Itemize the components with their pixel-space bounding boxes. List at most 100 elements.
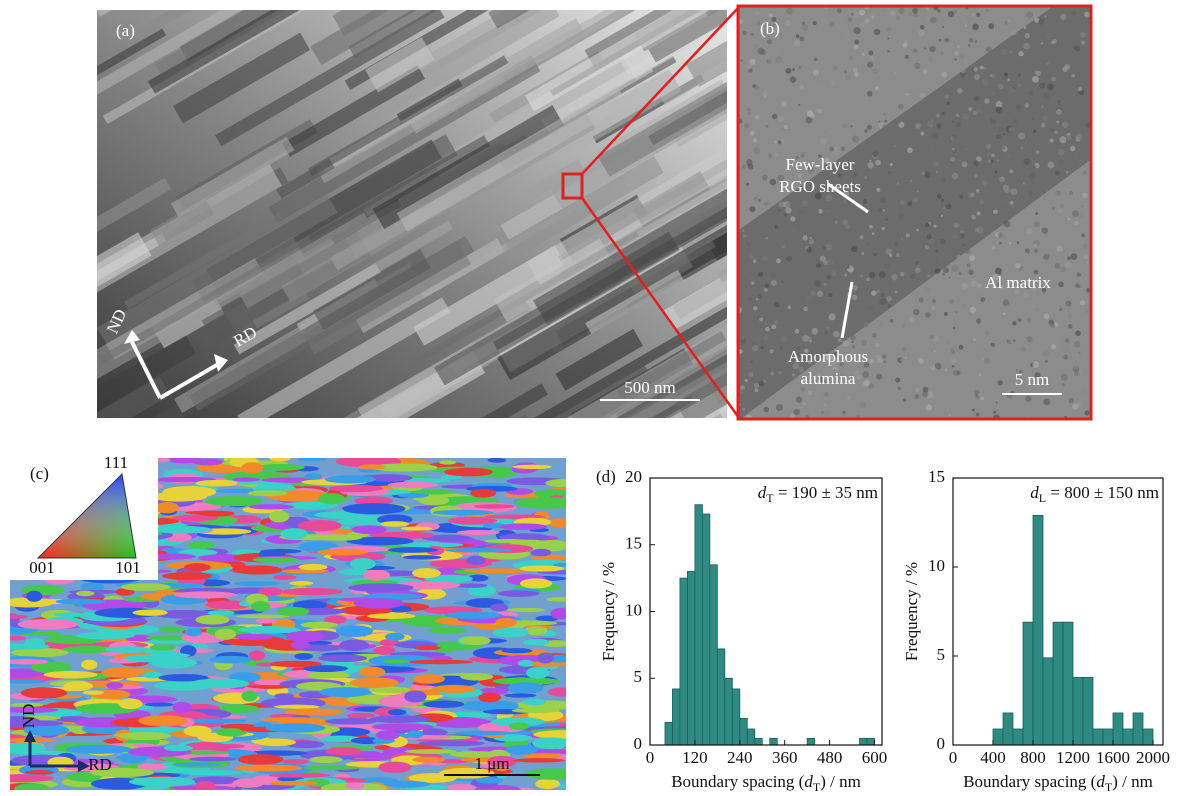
noise bbox=[961, 303, 967, 309]
grain bbox=[195, 781, 216, 792]
noise bbox=[848, 17, 852, 21]
noise bbox=[887, 27, 892, 32]
noise bbox=[906, 233, 910, 237]
noise bbox=[865, 93, 867, 95]
noise bbox=[998, 380, 1003, 385]
grain bbox=[372, 723, 434, 730]
y-tick-label: 5 bbox=[634, 667, 643, 686]
noise bbox=[883, 360, 886, 363]
noise bbox=[808, 391, 812, 395]
grain bbox=[350, 558, 376, 570]
grain bbox=[233, 565, 283, 574]
noise bbox=[1065, 338, 1070, 343]
noise bbox=[867, 304, 873, 310]
noise bbox=[952, 148, 955, 151]
bar bbox=[695, 505, 702, 745]
grain bbox=[241, 691, 257, 702]
noise bbox=[887, 304, 891, 308]
noise bbox=[1027, 228, 1033, 234]
noise bbox=[926, 404, 932, 410]
noise bbox=[1050, 138, 1054, 142]
noise bbox=[906, 93, 908, 95]
noise bbox=[873, 151, 878, 156]
noise bbox=[898, 104, 904, 110]
noise bbox=[892, 128, 898, 134]
grain bbox=[548, 687, 581, 696]
noise bbox=[869, 225, 873, 229]
noise bbox=[842, 123, 847, 128]
noise bbox=[999, 143, 1006, 150]
grain bbox=[274, 693, 294, 698]
noise bbox=[943, 267, 949, 273]
grain bbox=[318, 654, 367, 662]
noise bbox=[941, 215, 943, 217]
noise bbox=[1064, 64, 1070, 70]
noise bbox=[884, 263, 890, 269]
grain bbox=[133, 609, 168, 615]
x-tick-label: 400 bbox=[980, 748, 1006, 767]
noise bbox=[912, 197, 918, 203]
noise bbox=[786, 256, 792, 262]
noise bbox=[1043, 116, 1049, 122]
bar bbox=[1143, 729, 1153, 745]
noise bbox=[1071, 253, 1078, 260]
noise bbox=[1086, 310, 1089, 313]
panel-label: (c) bbox=[30, 464, 49, 483]
noise bbox=[970, 307, 976, 313]
panel-label: (a) bbox=[116, 21, 135, 40]
noise bbox=[915, 388, 919, 392]
noise bbox=[802, 402, 806, 406]
annotation: dL = 800 ± 150 nm bbox=[1030, 483, 1159, 505]
noise bbox=[838, 31, 844, 37]
noise bbox=[769, 409, 771, 411]
noise bbox=[928, 56, 933, 61]
grain bbox=[380, 521, 409, 527]
noise bbox=[941, 177, 946, 182]
grain bbox=[359, 464, 386, 469]
noise bbox=[864, 176, 867, 179]
noise bbox=[1047, 84, 1054, 91]
grain bbox=[298, 520, 342, 531]
noise bbox=[774, 302, 779, 307]
grain bbox=[120, 732, 172, 740]
noise bbox=[859, 10, 865, 16]
grain bbox=[149, 653, 190, 658]
noise bbox=[925, 312, 931, 318]
noise bbox=[981, 297, 986, 302]
noise bbox=[976, 413, 980, 417]
noise bbox=[1072, 10, 1077, 15]
noise bbox=[972, 304, 974, 306]
grain bbox=[373, 646, 395, 655]
noise bbox=[748, 372, 753, 377]
noise bbox=[747, 240, 751, 244]
noise bbox=[888, 171, 891, 174]
noise bbox=[945, 38, 949, 42]
noise bbox=[942, 112, 945, 115]
y-tick-label: 0 bbox=[937, 734, 946, 753]
grain bbox=[150, 492, 207, 502]
noise bbox=[1070, 146, 1076, 152]
noise bbox=[827, 210, 830, 213]
noise bbox=[785, 68, 791, 74]
grain bbox=[105, 646, 152, 653]
noise bbox=[872, 333, 877, 338]
noise bbox=[1039, 82, 1045, 88]
noise bbox=[1012, 321, 1016, 325]
noise bbox=[1082, 193, 1088, 199]
y-tick-label: 10 bbox=[625, 600, 642, 619]
noise bbox=[974, 74, 980, 80]
noise bbox=[1041, 123, 1045, 127]
grain bbox=[297, 457, 327, 461]
noise bbox=[869, 359, 873, 363]
noise bbox=[799, 37, 804, 42]
noise bbox=[894, 119, 900, 125]
grain bbox=[184, 563, 211, 571]
bar bbox=[1083, 677, 1093, 745]
grain bbox=[460, 636, 491, 645]
grain bbox=[414, 646, 441, 651]
grain bbox=[118, 698, 142, 709]
noise bbox=[961, 283, 967, 289]
noise bbox=[964, 248, 970, 254]
noise bbox=[1004, 21, 1007, 24]
noise bbox=[755, 44, 758, 47]
